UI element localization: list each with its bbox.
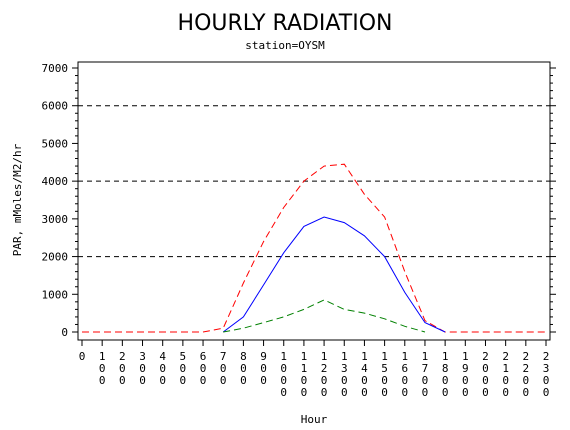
y-tick-label: 0 [61,326,68,339]
y-tick-label: 1000 [42,288,69,301]
series-line-1 [222,216,446,333]
y-tick-label: 2000 [42,251,69,264]
x-axis-label: Hour [301,413,328,426]
plot-frame [77,61,551,341]
plot-area: 0 1000 2000 3000 4000 5000 6000 7000 0 1 0 0 2 0 0 3 0 0 4… [42,61,556,399]
y-tick-label: 4000 [42,175,69,188]
chart-title: HOURLY RADIATION [178,11,393,36]
y-tick-label: 7000 [42,62,69,75]
y-tick-label: 5000 [42,137,69,150]
chart-subtitle: station=OYSM [245,39,325,52]
y-axis-label: PAR, mMoles/M2/hr [11,143,24,256]
y-tick-label: 6000 [42,100,69,113]
x-tick-label: 0 [79,350,86,363]
series-line-2 [223,299,426,333]
y-tick-label: 3000 [42,213,69,226]
series-line-0 [82,163,546,333]
